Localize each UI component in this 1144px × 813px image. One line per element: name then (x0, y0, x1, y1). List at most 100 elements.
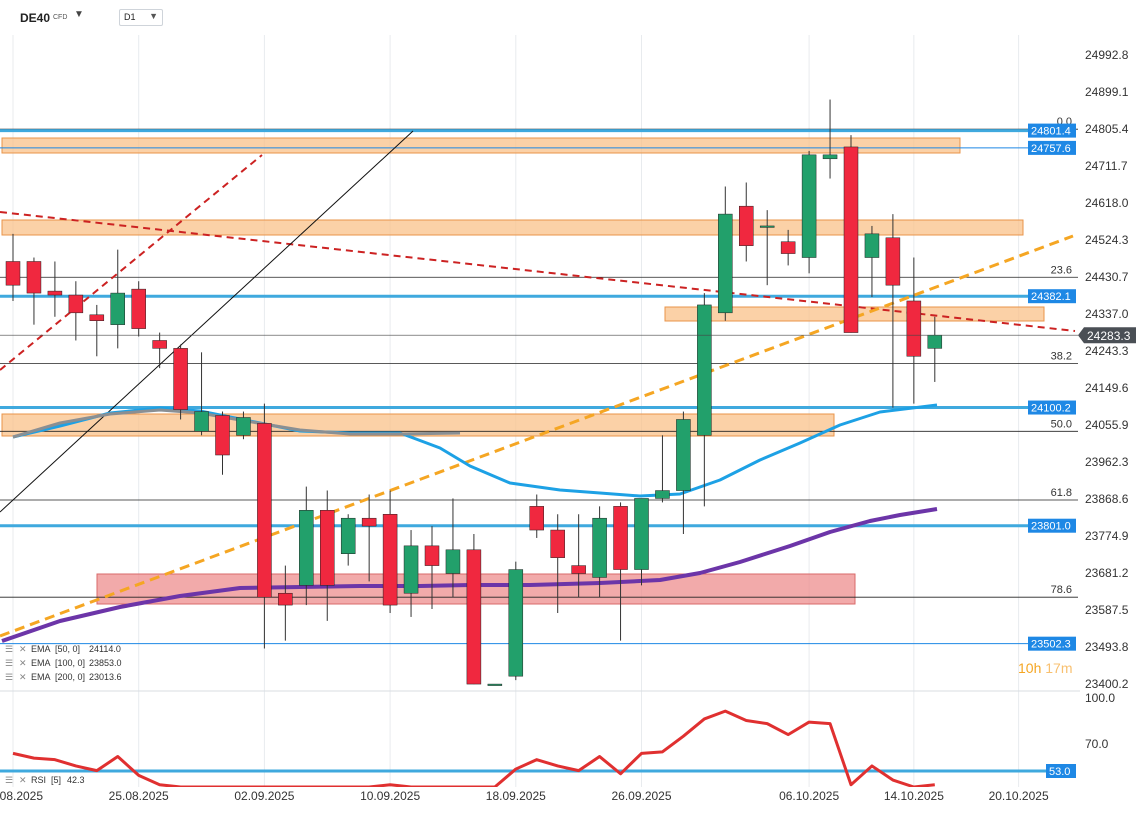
price-axis: 24992.8 24899.1 24805.4 24711.7 24618.0 24524… (1085, 48, 1129, 691)
candle-bearish (424, 545, 440, 566)
price-tick-label: 23868.6 (1085, 492, 1129, 506)
candle-bearish (843, 146, 859, 333)
indicator-params: [100, 0] (55, 658, 85, 668)
candle-bullish (927, 334, 943, 349)
price-tick-label: 23493.8 (1085, 640, 1129, 654)
level-badge (1028, 400, 1076, 415)
candle-bullish (718, 213, 733, 314)
candle-bullish (340, 517, 356, 554)
fib-level-label: 23.6 (1051, 264, 1072, 276)
candle-bearish (68, 294, 84, 314)
level-badge-text: 24100.2 (1031, 403, 1071, 415)
price-tick-label: 24899.1 (1085, 85, 1129, 99)
candle-bearish (47, 290, 63, 296)
price-tick-label: 23681.2 (1085, 566, 1129, 580)
candle-bullish (592, 517, 607, 578)
level-badge (1028, 636, 1076, 651)
date-tick-label: 18.09.2025 (486, 789, 546, 803)
symbol-dropdown-icon[interactable]: ▼ (74, 9, 84, 20)
candle-bearish (382, 513, 398, 606)
candle-bullish (236, 417, 251, 436)
candlestick-series (5, 99, 943, 686)
candle-bearish (529, 506, 544, 531)
candle-bullish (676, 419, 691, 491)
candle-bullish (864, 233, 880, 258)
indicator-value: 23853.0 (89, 658, 122, 668)
timeframe-select[interactable]: D1 ▼ (119, 9, 163, 26)
rsi-menu-icon: ☰ (5, 775, 13, 785)
indicator-legend: ☰ ✕ EMA [50, 0] 24114.0 ☰ ✕ EMA [100, 0] 23853.0 ☰… (5, 644, 122, 682)
price-tick-label: 24805.4 (1085, 122, 1129, 136)
candle-bullish (801, 154, 817, 258)
candle-bullish (508, 569, 524, 677)
rsi-tick-label: 100.0 (1085, 691, 1115, 705)
level-badge (1028, 518, 1076, 533)
price-tick-label: 23587.5 (1085, 603, 1129, 617)
indicator-menu-icon: ☰ (5, 644, 13, 654)
date-tick-label: 20.10.2025 (989, 789, 1049, 803)
price-tick-label: 24430.7 (1085, 270, 1129, 284)
resistance-zone-top (1, 137, 961, 154)
timeframe-chevron-icon: ▼ (149, 11, 158, 21)
candle-bearish (5, 261, 21, 286)
candle-bearish (257, 423, 272, 598)
indicator-name: EMA (31, 644, 51, 654)
candle-bearish (278, 592, 293, 606)
price-axis-badges: 24801.4 24757.6 24382.1 24100.2 23801.0 23502… (0, 123, 1136, 651)
price-tick-label: 24149.6 (1085, 381, 1129, 395)
fib-level-label: 50.0 (1051, 418, 1072, 430)
rsi-remove-icon: ✕ (19, 775, 27, 785)
rsi-tick-label: 70.0 (1085, 737, 1109, 751)
level-badge-text: 23801.0 (1031, 521, 1071, 533)
level-badge-text: 24801.4 (1031, 126, 1071, 138)
red-dashed-trendline-falling (0, 211, 1076, 332)
date-tick-label: 10.09.2025 (360, 789, 420, 803)
candle-bearish (466, 549, 482, 685)
symbol-label[interactable]: DE40 (20, 11, 51, 25)
indicator-remove-icon: ✕ (19, 644, 27, 654)
indicator-menu-icon: ☰ (5, 672, 13, 682)
price-tick-label: 24618.0 (1085, 196, 1129, 210)
candle-bearish (361, 517, 377, 527)
candle-bullish (634, 498, 649, 570)
candle-bearish (215, 415, 230, 456)
horizontal-levels: 0.023.638.250.061.878.6 (0, 116, 1078, 645)
candle-bullish (487, 683, 503, 686)
price-tick-label: 24055.9 (1085, 418, 1129, 432)
indicator-remove-icon: ✕ (19, 658, 27, 668)
candle-bullish (822, 154, 838, 160)
date-axis: 15.08.2025 25.08.2025 02.09.2025 10.09.2025… (0, 789, 1049, 803)
price-zones (1, 137, 1045, 605)
indicator-params: [200, 0] (55, 672, 85, 682)
price-tick-label: 23774.9 (1085, 529, 1129, 543)
level-badge (1028, 140, 1076, 155)
candle-bearish (173, 348, 188, 410)
rsi-level-badge (1046, 764, 1076, 778)
chart-grid (0, 35, 1080, 788)
price-tick-label: 24243.3 (1085, 344, 1129, 358)
current-price-badge (1078, 327, 1136, 344)
support-zone-mid (1, 413, 835, 437)
rsi-name: RSI (31, 775, 46, 785)
current-price-text: 24283.3 (1087, 329, 1131, 343)
trend-lines (0, 130, 1076, 638)
date-tick-label: 06.10.2025 (779, 789, 839, 803)
candle-bearish (885, 237, 901, 286)
rsi-line (12, 709, 935, 789)
level-badge-text: 23502.3 (1031, 639, 1071, 651)
chart-toolbar: DE40 CFD ▼ D1 ▼ (0, 0, 300, 34)
candle-bullish (697, 304, 712, 436)
price-tick-label: 24524.3 (1085, 233, 1129, 247)
timeframe-value: D1 (124, 12, 136, 22)
indicator-params: [50, 0] (55, 644, 80, 654)
instrument-type-label: CFD (53, 14, 68, 21)
resistance-zone-upper (1, 219, 1024, 236)
fib-level-label: 78.6 (1051, 584, 1072, 596)
candle-bearish (571, 565, 586, 574)
candle-bearish (89, 314, 105, 321)
candle-bearish (26, 261, 42, 294)
candle-bearish (780, 241, 796, 254)
indicator-name: EMA (31, 672, 51, 682)
candle-bullish (299, 510, 314, 586)
